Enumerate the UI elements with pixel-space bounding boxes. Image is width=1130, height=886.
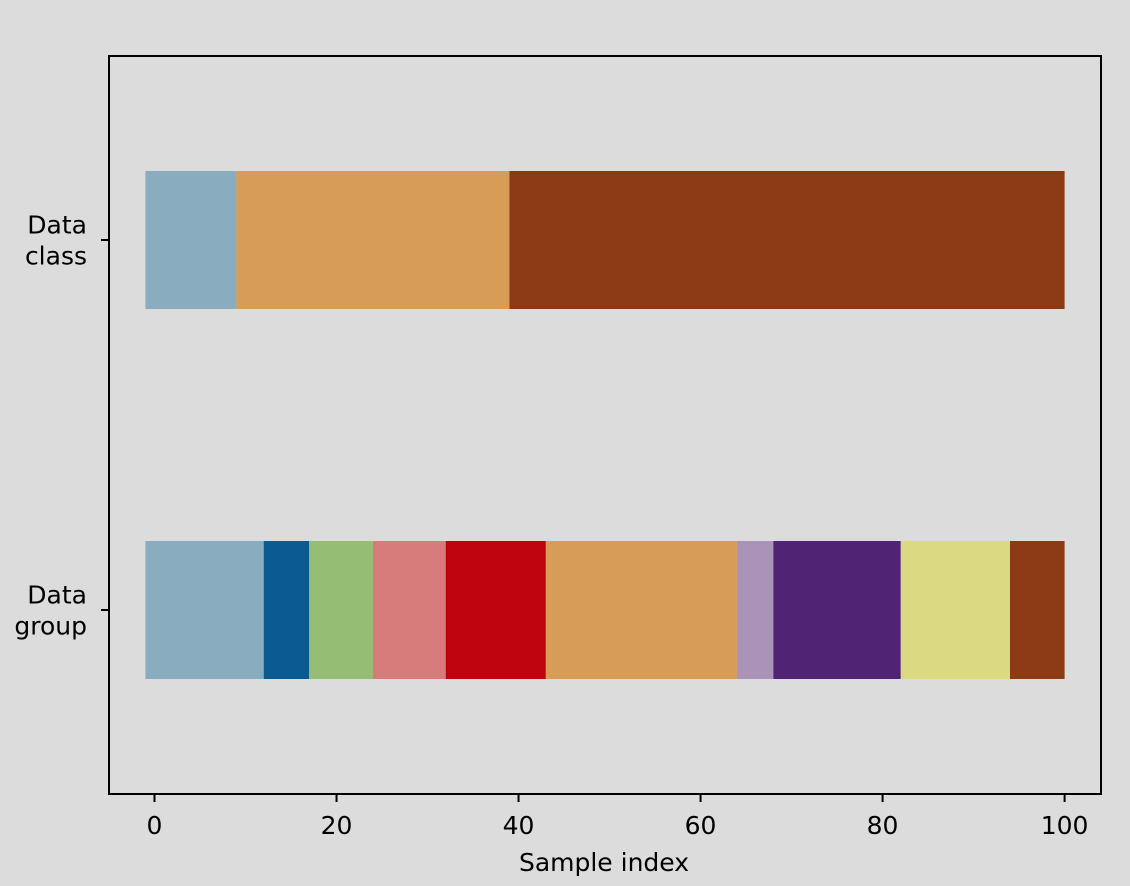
bar-segment-data-group-0 — [145, 541, 264, 679]
x-axis: 0 20 40 60 80 100 — [147, 794, 1089, 840]
x-tick-label-20: 20 — [321, 811, 353, 840]
bars-layer — [145, 171, 1065, 679]
x-tick-label-0: 0 — [147, 811, 163, 840]
bar-segment-data-class-2 — [509, 171, 1065, 309]
bar-segment-data-group-6 — [736, 541, 774, 679]
x-tick-label-40: 40 — [503, 811, 535, 840]
bar-segment-data-group-5 — [545, 541, 737, 679]
bar-segment-data-group-4 — [445, 541, 546, 679]
bar-segment-data-group-8 — [900, 541, 1010, 679]
plot-frame — [108, 55, 1102, 795]
bar-segment-data-group-2 — [309, 541, 373, 679]
bar-segment-data-group-9 — [1009, 541, 1065, 679]
bar-segment-data-group-7 — [773, 541, 901, 679]
bar-segment-data-class-0 — [145, 171, 237, 309]
x-tick-label-100: 100 — [1041, 811, 1089, 840]
x-axis-label: Sample index — [519, 848, 689, 877]
y-tick-label-data-group-line-0: Data — [27, 581, 87, 610]
bar-segment-data-group-1 — [263, 541, 310, 679]
y-tick-label-data-group-line-1: group — [14, 612, 87, 641]
bar-segment-data-class-1 — [236, 171, 510, 309]
x-tick-label-80: 80 — [867, 811, 899, 840]
bar-segment-data-group-3 — [372, 541, 446, 679]
y-tick-label-data-class-line-0: Data — [27, 211, 87, 240]
y-tick-label-data-class-line-1: class — [25, 242, 87, 271]
x-tick-label-60: 60 — [685, 811, 717, 840]
